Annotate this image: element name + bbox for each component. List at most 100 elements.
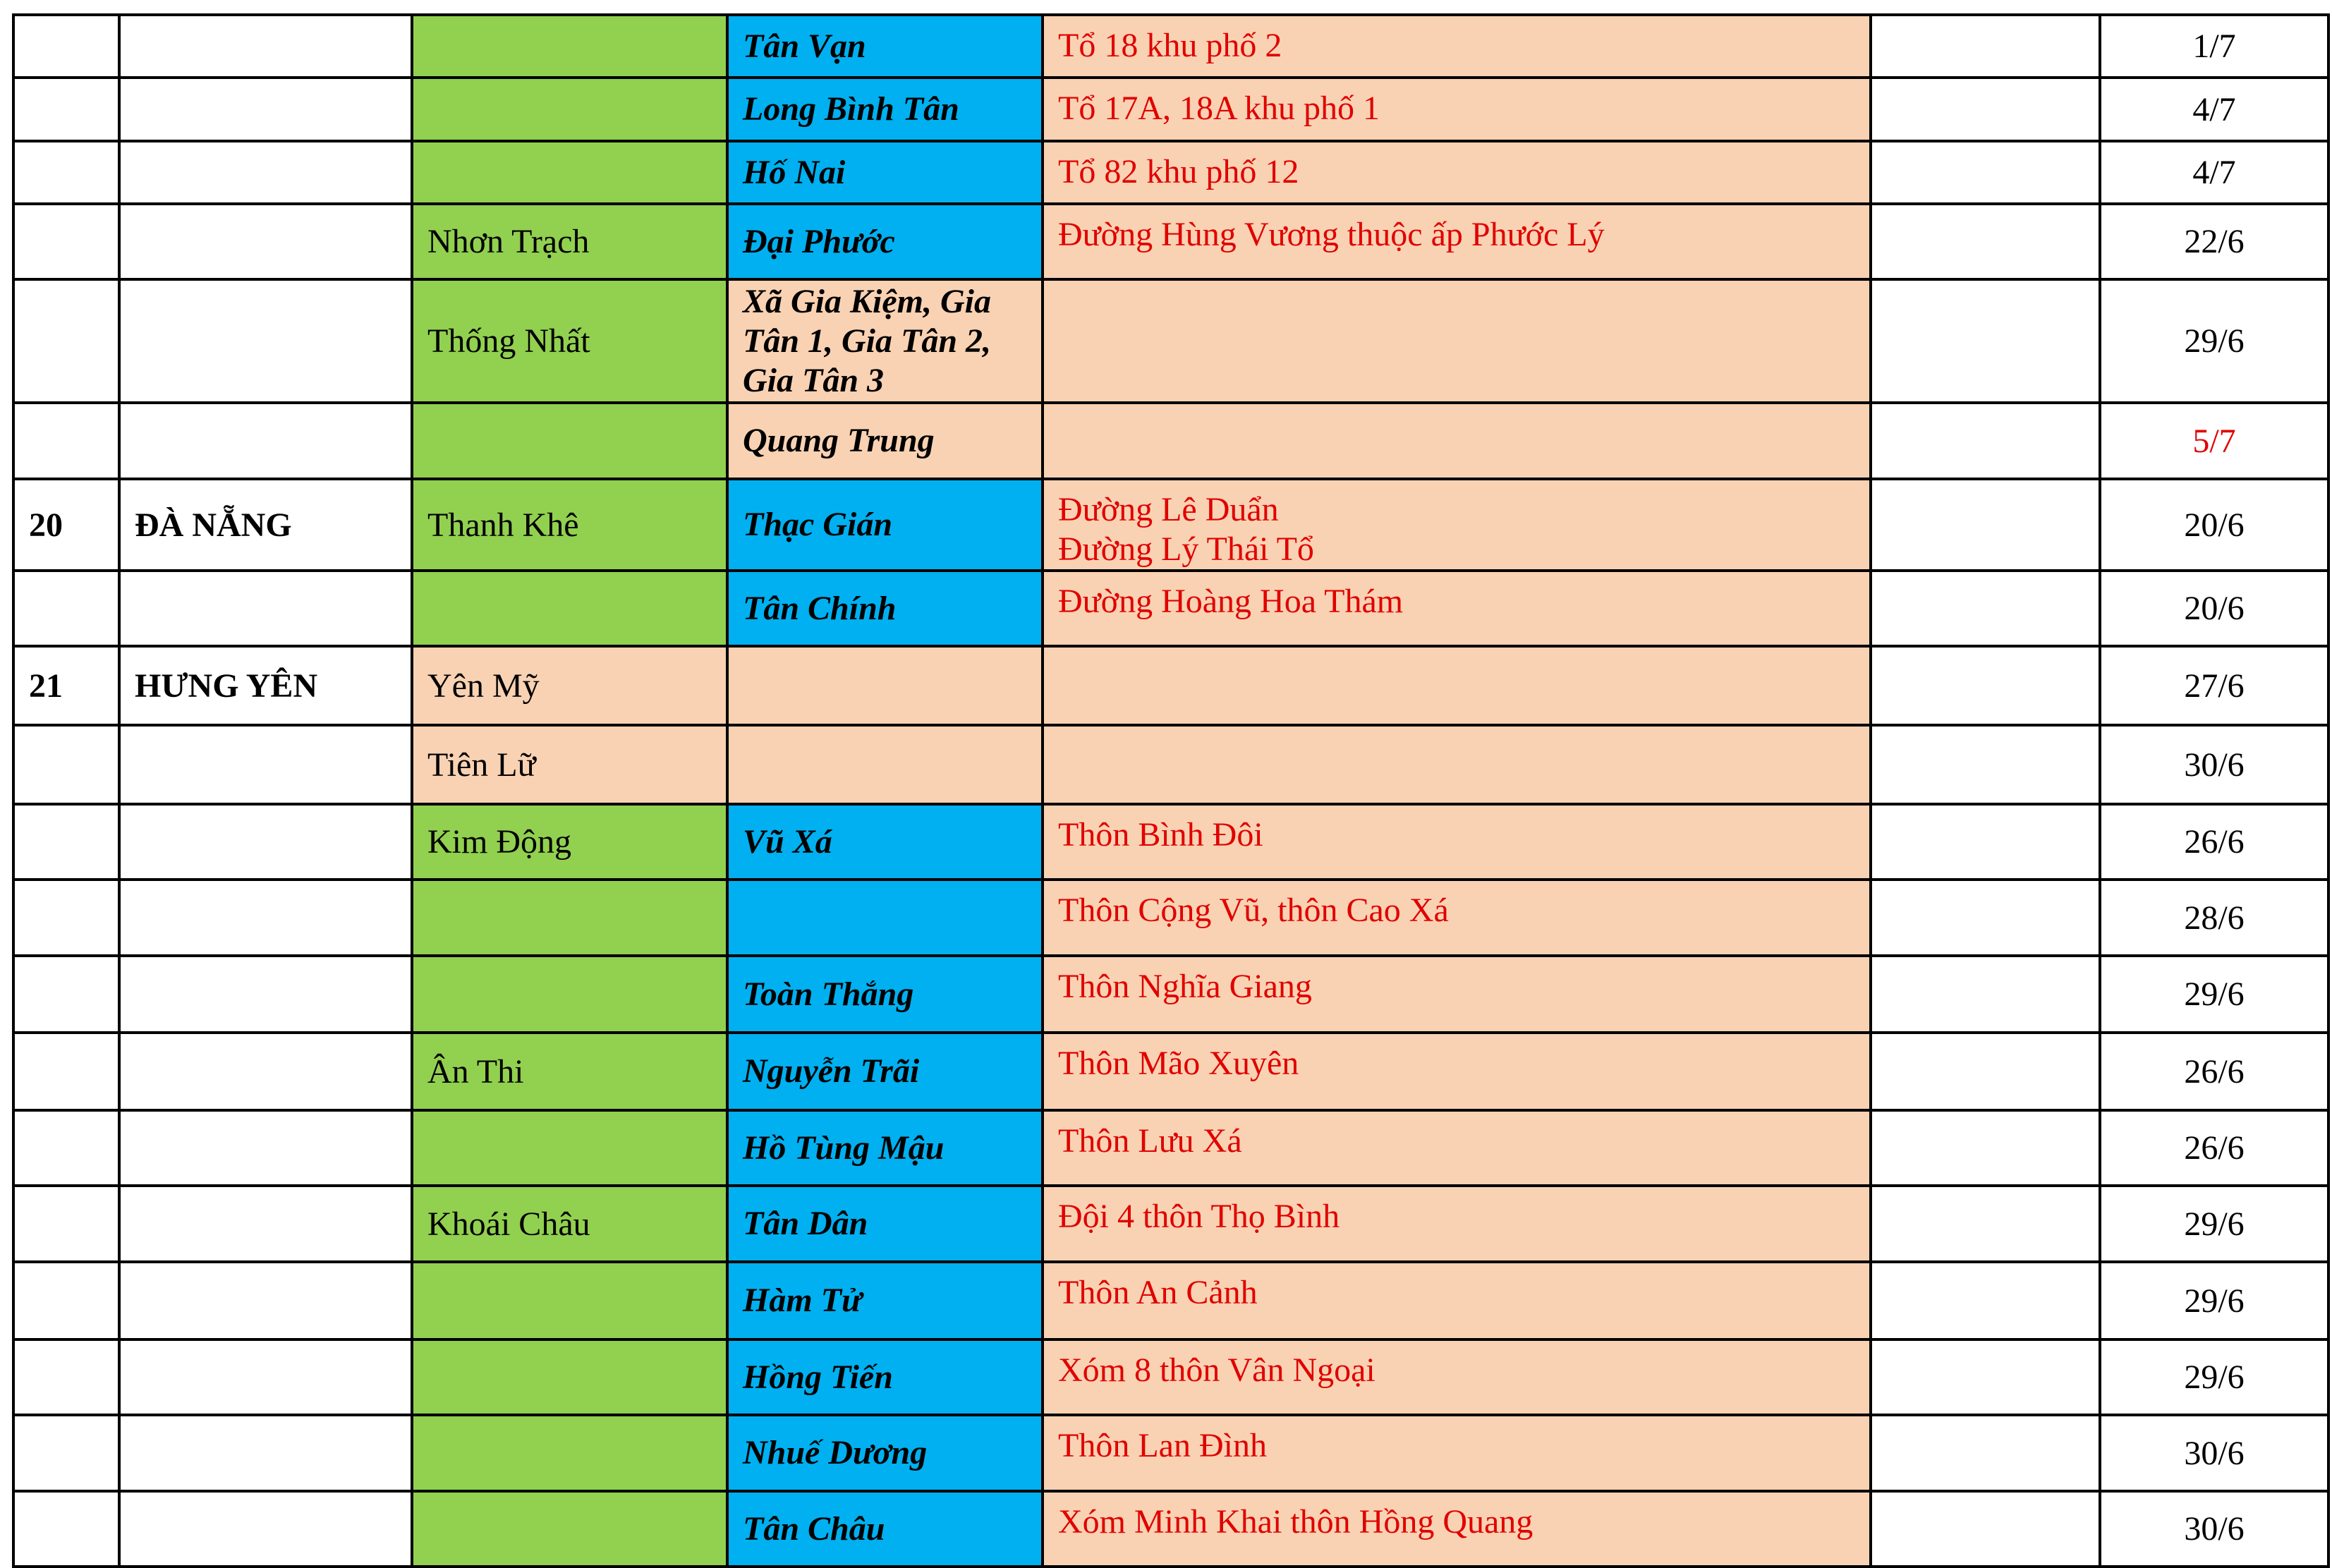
no-cell (12, 724, 121, 806)
note-cell (1869, 401, 2101, 480)
note-cell (1869, 478, 2101, 572)
address-cell: Đội 4 thôn Thọ Bình (1041, 1184, 1872, 1263)
table-row: Toàn Thắng Thôn Nghĩa Giang 29/6 (12, 954, 2330, 1034)
district-cell (411, 1338, 729, 1416)
no-cell: 21 (12, 645, 121, 727)
province-cell (118, 724, 413, 806)
note-cell (1869, 803, 2101, 881)
note-cell (1869, 1414, 2101, 1493)
commune-cell: Tân Chính (726, 569, 1044, 648)
commune-cell: Vũ Xá (726, 803, 1044, 881)
note-cell (1869, 1260, 2101, 1341)
province-cell (118, 401, 413, 480)
table-row: Thôn Cộng Vũ, thôn Cao Xá 28/6 (12, 878, 2330, 957)
district-cell (411, 140, 729, 205)
commune-cell: Nhuế Dương (726, 1414, 1044, 1493)
address-cell: Tổ 82 khu phố 12 (1041, 140, 1872, 205)
province-cell (118, 1414, 413, 1493)
district-cell (411, 13, 729, 79)
table-row: Tân Châu Xóm Minh Khai thôn Hồng Quang 30/… (12, 1490, 2330, 1568)
no-cell (12, 76, 121, 142)
commune-cell (726, 645, 1044, 727)
address-cell: Thôn Cộng Vũ, thôn Cao Xá (1041, 878, 1872, 957)
note-cell (1869, 1184, 2101, 1263)
note-cell (1869, 76, 2101, 142)
no-cell (12, 1109, 121, 1187)
province-cell (118, 569, 413, 648)
note-cell (1869, 645, 2101, 727)
date-cell: 1/7 (2099, 13, 2330, 79)
commune-cell: Hồng Tiến (726, 1338, 1044, 1416)
province-cell (118, 954, 413, 1034)
address-cell (1041, 401, 1872, 480)
commune-cell: Thạc Gián (726, 478, 1044, 572)
district-cell (411, 1414, 729, 1493)
address-cell: Đường Hoàng Hoa Thám (1041, 569, 1872, 648)
no-cell (12, 878, 121, 957)
address-cell: Đường Lê Duẩn Đường Lý Thái Tổ (1041, 478, 1872, 572)
date-cell: 28/6 (2099, 878, 2330, 957)
note-cell (1869, 1109, 2101, 1187)
no-cell (12, 278, 121, 404)
province-cell (118, 202, 413, 281)
district-cell: Thanh Khê (411, 478, 729, 572)
table-row: 20 ĐÀ NẴNG Thanh Khê Thạc Gián Đường Lê Duẩn… (12, 478, 2330, 572)
date-cell: 30/6 (2099, 1490, 2330, 1568)
table-row: Tân Vạn Tổ 18 khu phố 2 1/7 (12, 13, 2330, 79)
table-row: Hồng Tiến Xóm 8 thôn Vân Ngoại 29/6 (12, 1338, 2330, 1416)
no-cell (12, 1260, 121, 1341)
note-cell (1869, 878, 2101, 957)
province-cell (118, 878, 413, 957)
district-cell: Yên Mỹ (411, 645, 729, 727)
no-cell (12, 954, 121, 1034)
commune-cell (726, 724, 1044, 806)
date-cell: 30/6 (2099, 1414, 2330, 1493)
no-cell (12, 569, 121, 648)
address-cell (1041, 278, 1872, 404)
note-cell (1869, 1490, 2101, 1568)
province-cell (118, 803, 413, 881)
note-cell (1869, 724, 2101, 806)
province-cell (118, 13, 413, 79)
commune-cell: Tân Dân (726, 1184, 1044, 1263)
district-cell (411, 954, 729, 1034)
no-cell (12, 13, 121, 79)
date-cell: 26/6 (2099, 803, 2330, 881)
commune-cell: Nguyễn Trãi (726, 1031, 1044, 1112)
address-cell: Thôn Mão Xuyên (1041, 1031, 1872, 1112)
address-cell: Tổ 17A, 18A khu phố 1 (1041, 76, 1872, 142)
address-cell: Thôn Lan Đình (1041, 1414, 1872, 1493)
table-row: Hàm Tử Thôn An Cảnh 29/6 (12, 1260, 2330, 1341)
address-cell: Đường Hùng Vương thuộc ấp Phước Lý (1041, 202, 1872, 281)
no-cell (12, 202, 121, 281)
district-cell (411, 76, 729, 142)
commune-cell: Tân Vạn (726, 13, 1044, 79)
address-cell: Thôn An Cảnh (1041, 1260, 1872, 1341)
district-cell: Kim Động (411, 803, 729, 881)
no-cell (12, 401, 121, 480)
district-cell (411, 569, 729, 648)
district-cell (411, 401, 729, 480)
district-cell (411, 878, 729, 957)
province-cell (118, 1338, 413, 1416)
no-cell (12, 1338, 121, 1416)
commune-cell: Hố Nai (726, 140, 1044, 205)
province-cell (118, 1109, 413, 1187)
table-row: Hố Nai Tổ 82 khu phố 12 4/7 (12, 140, 2330, 205)
date-cell: 29/6 (2099, 1184, 2330, 1263)
province-cell: ĐÀ NẴNG (118, 478, 413, 572)
commune-cell (726, 878, 1044, 957)
date-cell: 26/6 (2099, 1031, 2330, 1112)
province-cell (118, 278, 413, 404)
no-cell: 20 (12, 478, 121, 572)
commune-cell: Hàm Tử (726, 1260, 1044, 1341)
address-cell: Xóm Minh Khai thôn Hồng Quang (1041, 1490, 1872, 1568)
province-cell: HƯNG YÊN (118, 645, 413, 727)
date-cell: 5/7 (2099, 401, 2330, 480)
province-cell (118, 1490, 413, 1568)
date-cell: 29/6 (2099, 954, 2330, 1034)
date-cell: 27/6 (2099, 645, 2330, 727)
note-cell (1869, 13, 2101, 79)
commune-cell: Hồ Tùng Mậu (726, 1109, 1044, 1187)
table-row: Thống Nhất Xã Gia Kiệm, Gia Tân 1, Gia Tâ… (12, 278, 2330, 404)
